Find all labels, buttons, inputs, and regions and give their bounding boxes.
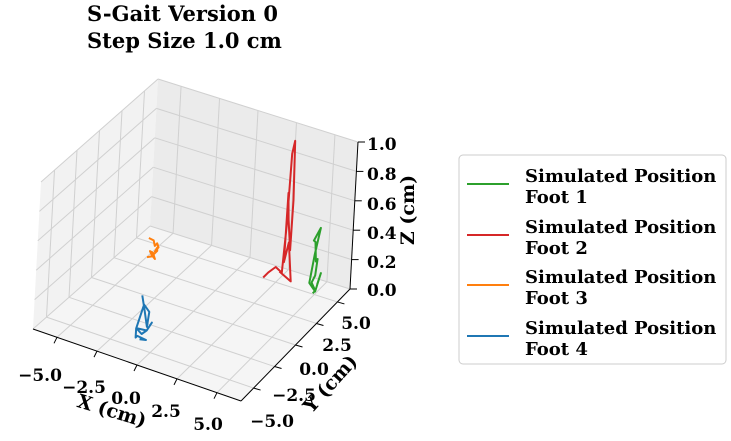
- z-gridline-back: [157, 78, 359, 143]
- y-tick: [316, 322, 324, 326]
- legend-label: Simulated Position: [525, 217, 716, 238]
- x-tick-label: 0.0: [111, 389, 141, 409]
- x-gridline-back: [172, 86, 182, 234]
- y-gridline-left: [68, 150, 78, 298]
- z-gridline-back: [153, 166, 354, 231]
- z-gridline-back: [154, 137, 355, 202]
- z-gridline-left: [37, 137, 156, 242]
- series-line-foot-3: [146, 237, 160, 260]
- x-gridline-floor: [176, 269, 289, 380]
- axis-lines: [32, 141, 365, 402]
- legend-item: Simulated Position Foot 3: [467, 267, 716, 309]
- z-gridline-left: [39, 108, 157, 212]
- z-tick-label: 0.2: [367, 253, 397, 273]
- x-gridline-back: [249, 110, 259, 258]
- z-tick-label: 0.6: [367, 195, 397, 215]
- z-gridline-back: [149, 225, 351, 290]
- z-gridline-left: [35, 166, 154, 271]
- x-gridline-floor: [216, 281, 328, 394]
- chart-title-line-1: S-Gait Version 0: [87, 1, 278, 26]
- x-tick: [53, 337, 58, 344]
- z-gridline-back: [151, 196, 352, 261]
- z-gridline-left: [34, 196, 152, 300]
- legend-label: Foot 1: [525, 187, 588, 208]
- z-tick-label: 0.4: [367, 224, 397, 244]
- y-tick-label: 5.0: [341, 314, 371, 334]
- z-axis-label: Z (cm): [397, 175, 419, 245]
- chart-title: S-Gait Version 0 Step Size 1.0 cm: [87, 1, 282, 53]
- z-tick-label: 0.0: [367, 281, 397, 301]
- series-line-foot-1: [308, 226, 322, 295]
- y-tick-label: −2.5: [272, 386, 316, 406]
- x-tick-label: 5.0: [193, 415, 223, 435]
- y-tick: [274, 366, 282, 370]
- legend-item: Simulated Position Foot 2: [467, 217, 716, 259]
- legend-item: Simulated Position Foot 4: [467, 318, 716, 360]
- legend-label: Foot 2: [525, 238, 588, 259]
- legend-label: Foot 4: [525, 339, 588, 360]
- z-gridline-back: [156, 107, 357, 172]
- x-tick-label: −5.0: [18, 366, 62, 386]
- x-tick: [93, 350, 98, 358]
- data-series: [134, 139, 322, 341]
- y-tick-label: 2.5: [322, 336, 352, 356]
- x-tick: [133, 364, 138, 372]
- y-gridline-floor: [136, 237, 338, 303]
- series-line-foot-4: [134, 295, 153, 341]
- x-tick-label: −2.5: [62, 378, 106, 398]
- z-axis-line: [349, 141, 359, 290]
- y-gridline-left: [91, 130, 100, 278]
- legend-item: Simulated Position Foot 1: [467, 166, 716, 208]
- chart-title-line-2: Step Size 1.0 cm: [87, 28, 282, 53]
- y-tick: [337, 301, 345, 305]
- z-gridline-left: [40, 78, 159, 183]
- gridlines: [32, 78, 359, 394]
- y-gridline-floor: [113, 257, 317, 324]
- x-gridline-back: [326, 134, 336, 282]
- z-tick-label: 1.0: [367, 135, 397, 155]
- x-tick: [173, 378, 178, 386]
- x-gridline-back: [211, 98, 221, 246]
- legend-label: Simulated Position: [525, 318, 716, 339]
- legend-label: Simulated Position: [525, 267, 716, 288]
- y-tick: [295, 344, 303, 348]
- y-gridline-left: [136, 90, 145, 238]
- z-gridline-left: [32, 225, 151, 330]
- series-line-foot-2: [262, 139, 297, 283]
- x-tick: [213, 392, 218, 399]
- z-axis: 0.0 0.2 0.4 0.6 0.8 1.0 Z (cm): [367, 135, 419, 301]
- y-tick-label: −5.0: [250, 412, 294, 432]
- y-tick-label: 0.0: [299, 360, 329, 380]
- y-tick: [253, 387, 261, 391]
- legend-label: Simulated Position: [525, 166, 716, 187]
- y-gridline-left: [113, 110, 123, 258]
- z-tick-label: 0.8: [367, 165, 397, 185]
- legend: Simulated Position Foot 1 Simulated Posi…: [458, 154, 727, 365]
- y-gridline-floor: [91, 277, 296, 346]
- x-tick-label: 2.5: [151, 402, 181, 422]
- legend-label: Foot 3: [525, 288, 588, 309]
- legend-frame: [458, 154, 727, 365]
- y-gridline-left: [46, 170, 55, 318]
